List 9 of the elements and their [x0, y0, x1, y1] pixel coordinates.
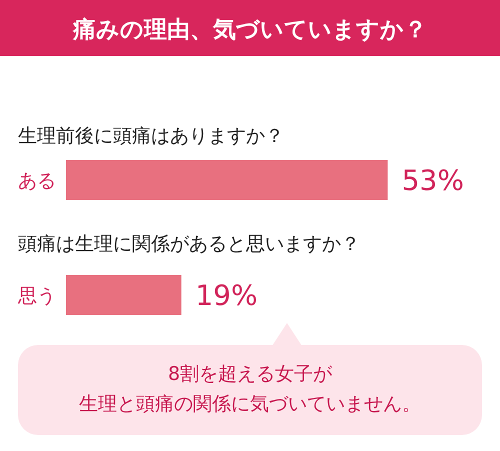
data-label: 19%: [195, 279, 258, 312]
text: 8割を超える女子が: [166, 362, 334, 387]
y-tick-label: 思う: [17, 285, 56, 307]
data-label: 53%: [402, 164, 464, 197]
chart-title: 頭痛は生理に関係があると思いますか？: [18, 233, 360, 255]
chart-subtitle: 生理前後に頭痛はありますか？: [18, 125, 284, 147]
text: 生理と頭痛の関係に気づいていません。: [78, 392, 422, 417]
y-tick-label: ある: [18, 170, 56, 192]
chart-title: 痛みの理由、気づいていますか？: [72, 17, 427, 43]
